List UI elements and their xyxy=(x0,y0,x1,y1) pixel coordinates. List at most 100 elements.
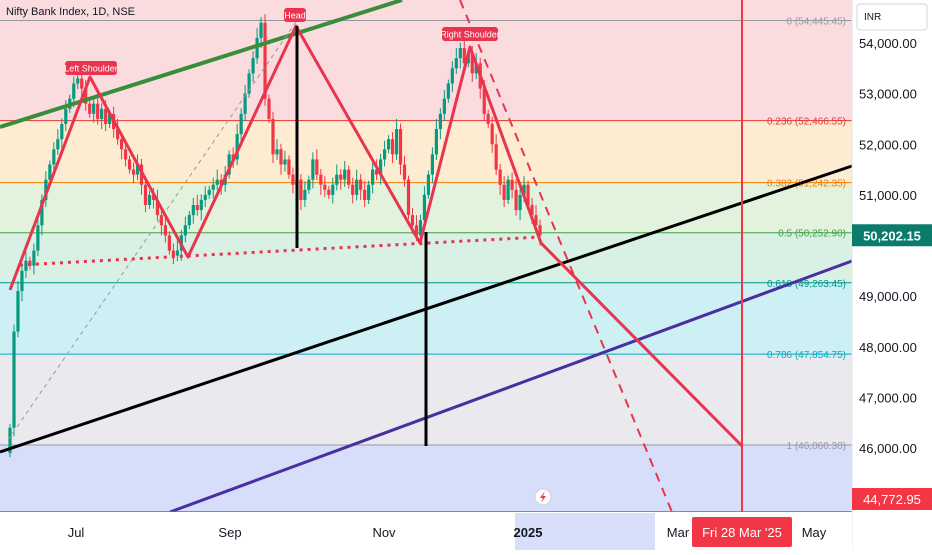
candle-body xyxy=(123,149,128,160)
fib-zone xyxy=(0,444,852,512)
candle-body xyxy=(279,149,283,165)
candle-body xyxy=(351,184,355,195)
candle-body xyxy=(414,225,419,236)
candle-body xyxy=(303,189,307,200)
candle-body xyxy=(163,225,168,236)
candle-body xyxy=(215,179,219,185)
candle-body xyxy=(255,37,259,59)
candle-body xyxy=(526,184,530,205)
candle-body xyxy=(187,215,191,226)
price-axis[interactable] xyxy=(852,0,932,550)
fib-zone xyxy=(0,120,852,183)
candle-body xyxy=(207,189,211,195)
fib-level-label: 0.618 (49,263.45) xyxy=(767,279,846,290)
candle-body xyxy=(506,179,510,200)
candle-body xyxy=(450,68,454,84)
fib-level-label: 0.236 (52,466.55) xyxy=(767,117,846,128)
candle-body xyxy=(367,184,371,200)
currency-label: INR xyxy=(864,12,881,23)
channel-lower-line[interactable] xyxy=(169,259,853,514)
highlighted-date-label: Fri 28 Mar '25 xyxy=(702,525,782,540)
fib-zone xyxy=(0,20,852,121)
candle-body xyxy=(119,139,124,150)
candle-body xyxy=(259,22,263,38)
price-tick-label: 54,000.00 xyxy=(859,36,917,51)
candle-body xyxy=(426,174,431,195)
candle-body xyxy=(20,270,24,292)
candle-body xyxy=(56,139,60,150)
projection-line[interactable] xyxy=(459,0,673,513)
candle-body xyxy=(454,58,458,69)
candle-body xyxy=(434,129,438,155)
time-tick-label: Sep xyxy=(218,525,241,540)
candle-body xyxy=(394,129,399,155)
candle-body xyxy=(522,184,526,195)
head-shoulders-line[interactable] xyxy=(8,24,744,448)
price-tick-label: 52,000.00 xyxy=(859,137,917,152)
candle-body xyxy=(363,189,367,200)
candle-body xyxy=(104,108,108,124)
time-tick-label: Jul xyxy=(68,525,85,540)
annotation-label: Left Shoulder xyxy=(64,64,118,74)
candle-body xyxy=(131,169,136,175)
currency-box[interactable] xyxy=(856,3,928,31)
price-tick-label: 46,000.00 xyxy=(859,441,917,456)
price-tick-label: 48,000.00 xyxy=(859,340,917,355)
candle-body xyxy=(267,98,271,119)
candle-body xyxy=(494,144,498,170)
candle-body xyxy=(219,179,223,185)
price-tick-label: 51,000.00 xyxy=(859,188,917,203)
candle-body xyxy=(48,164,52,180)
candle-body xyxy=(287,159,291,175)
candle-body xyxy=(402,164,407,180)
candle-body xyxy=(315,159,319,175)
fib-level-label: 0.786 (47,854.75) xyxy=(767,350,846,361)
candle-body xyxy=(406,179,411,216)
alert-price-label: 44,772.95 xyxy=(863,492,921,507)
candle-body xyxy=(347,169,351,185)
candle-body xyxy=(80,78,84,89)
candle-body xyxy=(143,184,148,205)
candle-body xyxy=(100,108,104,119)
candle-body xyxy=(398,129,403,165)
candle-body xyxy=(108,113,112,124)
time-tick-label: 2025 xyxy=(514,525,543,540)
candle-body xyxy=(299,179,303,200)
time-tick-label: May xyxy=(802,525,827,540)
candle-body xyxy=(171,250,175,256)
fib-zone xyxy=(0,0,852,21)
candle-body xyxy=(311,159,315,180)
candle-body xyxy=(458,48,462,59)
candle-body xyxy=(323,184,327,190)
candle-body xyxy=(490,124,494,145)
candle-body xyxy=(44,179,48,200)
candle-body xyxy=(446,83,450,99)
candle-body xyxy=(127,159,132,170)
candle-body xyxy=(470,53,474,74)
candle-body xyxy=(275,149,279,155)
fib-level-label: 1 (46,060.30) xyxy=(787,441,847,452)
price-tick-label: 47,000.00 xyxy=(859,390,917,405)
candle-body xyxy=(191,205,195,216)
candle-body xyxy=(115,129,120,140)
candle-body xyxy=(486,113,490,124)
symbol-title: Nifty Bank Index, 1D, NSE xyxy=(6,6,135,18)
candle-body xyxy=(430,154,435,175)
candle-body xyxy=(159,215,164,226)
fib-level-label: 0.382 (51,242.35) xyxy=(767,179,846,190)
candle-body xyxy=(8,427,12,454)
candle-body xyxy=(371,169,375,185)
candle-body xyxy=(410,215,415,226)
candle-body xyxy=(343,169,347,180)
candle-body xyxy=(335,174,339,185)
candle-body xyxy=(331,184,335,195)
candle-body xyxy=(227,154,231,175)
green-trend-line[interactable] xyxy=(0,0,403,129)
candle-body xyxy=(510,179,514,190)
candle-body xyxy=(327,189,331,195)
candle-body xyxy=(199,199,203,211)
neckline[interactable] xyxy=(19,235,541,267)
candle-body xyxy=(359,179,363,190)
